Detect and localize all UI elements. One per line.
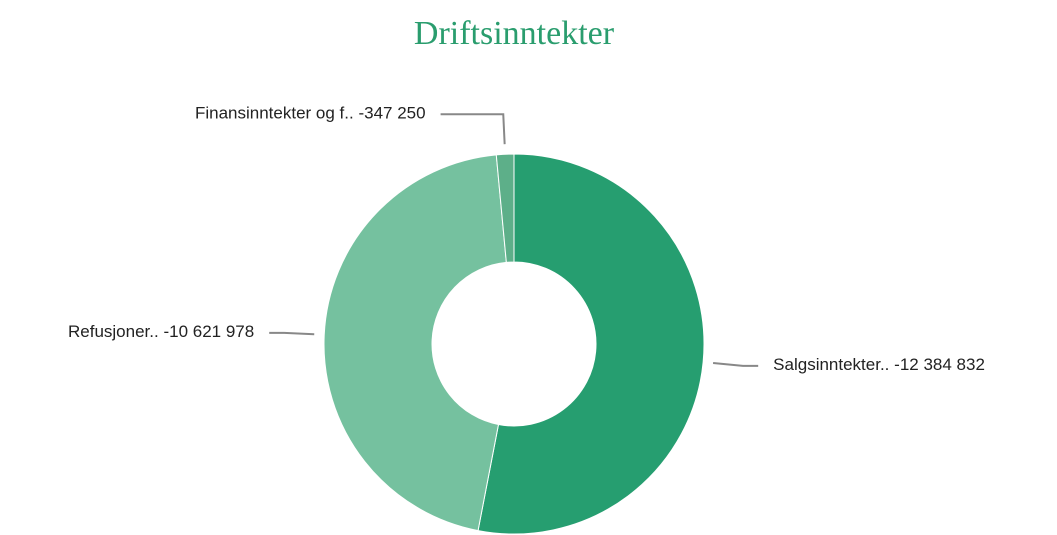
leader-line [712,362,759,367]
value-label: -12 384 832 [894,355,985,374]
leader-line [269,331,315,336]
slice [477,153,705,535]
category-label: Finansinntekter og f.. [195,104,354,123]
chart-title: Driftsinntekter [414,15,615,52]
data-label: Refusjoner.. -10 621 978 [68,322,254,341]
category-label: Refusjoner.. [68,322,159,341]
data-label: Salgsinntekter.. -12 384 832 [773,355,985,374]
category-label: Salgsinntekter.. [773,355,889,374]
value-label: -10 621 978 [163,322,254,341]
value-label: -347 250 [358,104,425,123]
slice [323,154,507,532]
leader-line [440,113,506,145]
slice [495,153,515,263]
data-label: Finansinntekter og f.. -347 250 [195,104,426,123]
